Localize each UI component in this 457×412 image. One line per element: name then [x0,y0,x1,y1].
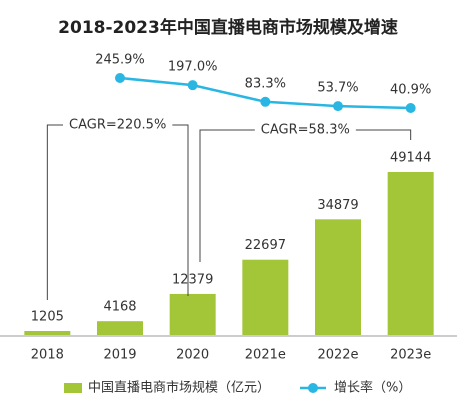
line-point [405,103,416,113]
x-tick-label: 2021e [245,348,286,363]
bar-label: 1205 [31,310,64,325]
line-point [333,101,343,112]
annotation: CAGR=220.5% [69,118,166,133]
bar [24,331,71,335]
x-tick-label: 2023e [390,348,431,363]
annotation: CAGR=58.3% [261,123,350,138]
bar-label: 12379 [172,272,213,287]
legend-swatch [64,383,82,393]
bar-label: 4168 [103,300,136,315]
line-point [115,73,125,83]
bar [97,321,143,335]
bar-label: 49144 [390,151,431,166]
bar [169,293,216,335]
x-tick-label: 2018 [31,348,64,363]
x-tick-label: 2022e [317,348,358,363]
legend-label: 增长率（%） [334,380,411,396]
line-point [187,80,198,91]
legend-swatch [308,383,318,393]
bracket [46,124,189,300]
bar [315,219,361,335]
line-point [260,96,271,107]
bar-label: 22697 [245,238,286,253]
x-tick-label: 2020 [176,348,209,363]
chart-title: 2018-2023年中国直播电商市场规模及增速 [58,17,398,38]
x-tick-label: 2019 [103,348,136,363]
legend-label: 中国直播电商市场规模（亿元） [88,380,270,396]
bar [387,172,434,335]
line-label: 197.0% [168,60,218,75]
line-label: 53.7% [317,81,358,96]
line-label: 83.3% [245,76,286,91]
bracket [199,129,412,262]
bar [242,259,289,335]
bar-label: 34879 [317,198,358,213]
line-label: 245.9% [95,53,145,68]
line-label: 40.9% [390,83,431,98]
